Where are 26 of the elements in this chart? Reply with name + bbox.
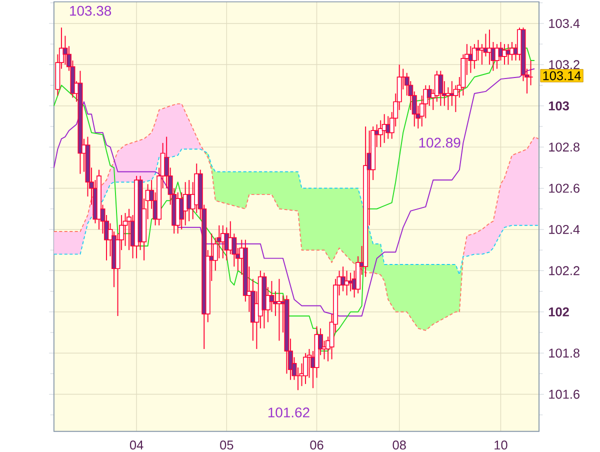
x-tick-label: 10	[494, 440, 508, 450]
y-tick-label: 102.2	[549, 266, 580, 276]
y-tick-label: 103	[548, 101, 569, 110]
candlestick	[303, 352, 308, 384]
candlestick	[498, 41, 504, 61]
annotation: 103.38	[70, 6, 112, 16]
y-tick-label: 103.2	[549, 60, 580, 70]
annotation: 101.62	[268, 407, 310, 418]
candlestick	[438, 70, 444, 106]
y-tick-label: 103.4	[549, 18, 580, 28]
annotation: 102.89	[419, 138, 460, 148]
x-tick-label: 08	[392, 440, 406, 450]
y-tick-label: 102.8	[549, 142, 580, 152]
candlestick	[472, 43, 477, 70]
y-tick-label: 101.6	[549, 390, 580, 399]
y-tick-label: 102.6	[549, 184, 580, 193]
candlestick	[269, 280, 274, 312]
y-tick-label: 101.8	[549, 348, 580, 358]
candlestick	[122, 212, 128, 246]
y-tick-label: 102.4	[549, 224, 580, 234]
x-tick-label: 05	[220, 440, 234, 450]
y-tick-label: 102	[548, 307, 569, 316]
x-tick-label: 06	[310, 440, 324, 450]
candlestick	[340, 266, 346, 292]
x-tick-label: 04	[130, 440, 144, 450]
text: 103.14	[543, 71, 581, 80]
